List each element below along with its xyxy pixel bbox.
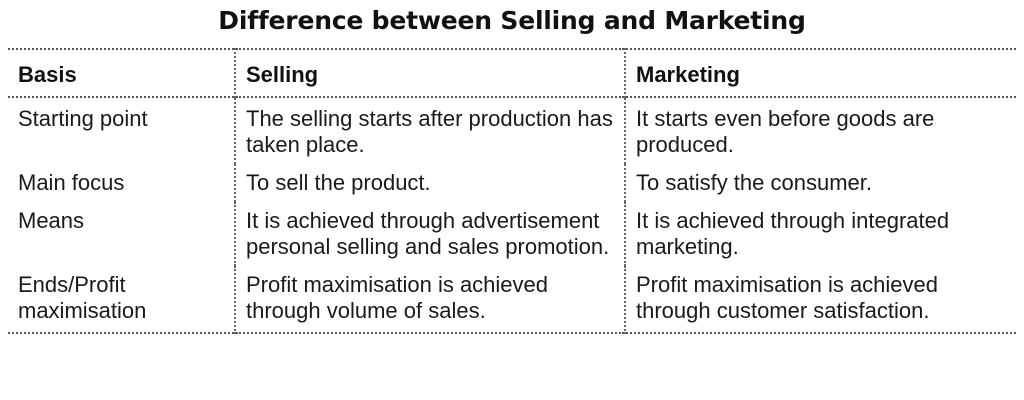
comparison-table: Basis Selling Marketing Starting point T… (8, 48, 1016, 334)
cell-basis: Main focus (18, 170, 125, 195)
cell-marketing: It is achieved through integrated market… (624, 202, 1016, 266)
cell-selling: The selling starts after production has … (234, 97, 625, 164)
cell-basis: Means (18, 208, 85, 233)
table-row: Means It is achieved through advertiseme… (8, 202, 1016, 266)
cell-basis: Starting point (18, 106, 148, 131)
cell-selling: To sell the product. (234, 164, 625, 202)
cell-marketing: To satisfy the consumer. (624, 164, 1016, 202)
header-basis: Basis (18, 62, 77, 87)
cell-selling: Profit maximisation is achieved through … (234, 266, 625, 333)
table-body: Starting point The selling starts after … (8, 97, 1016, 333)
cell-marketing: Profit maximisation is achieved through … (624, 266, 1016, 333)
cell-marketing: It starts even before goods are produced… (624, 97, 1016, 164)
header-marketing: Marketing (624, 49, 1016, 97)
header-selling: Selling (234, 49, 625, 97)
header-row: Basis Selling Marketing (8, 49, 1016, 97)
table-row: Starting point The selling starts after … (8, 97, 1016, 164)
cell-basis: Ends/Profit maximisation (18, 272, 147, 323)
document-title: Difference between Selling and Marketing (218, 6, 806, 35)
table-header: Basis Selling Marketing (8, 49, 1016, 97)
cell-selling: It is achieved through advertisement per… (234, 202, 625, 266)
table-row: Ends/Profit maximisation Profit maximisa… (8, 266, 1016, 333)
table-row: Main focus To sell the product. To satis… (8, 164, 1016, 202)
